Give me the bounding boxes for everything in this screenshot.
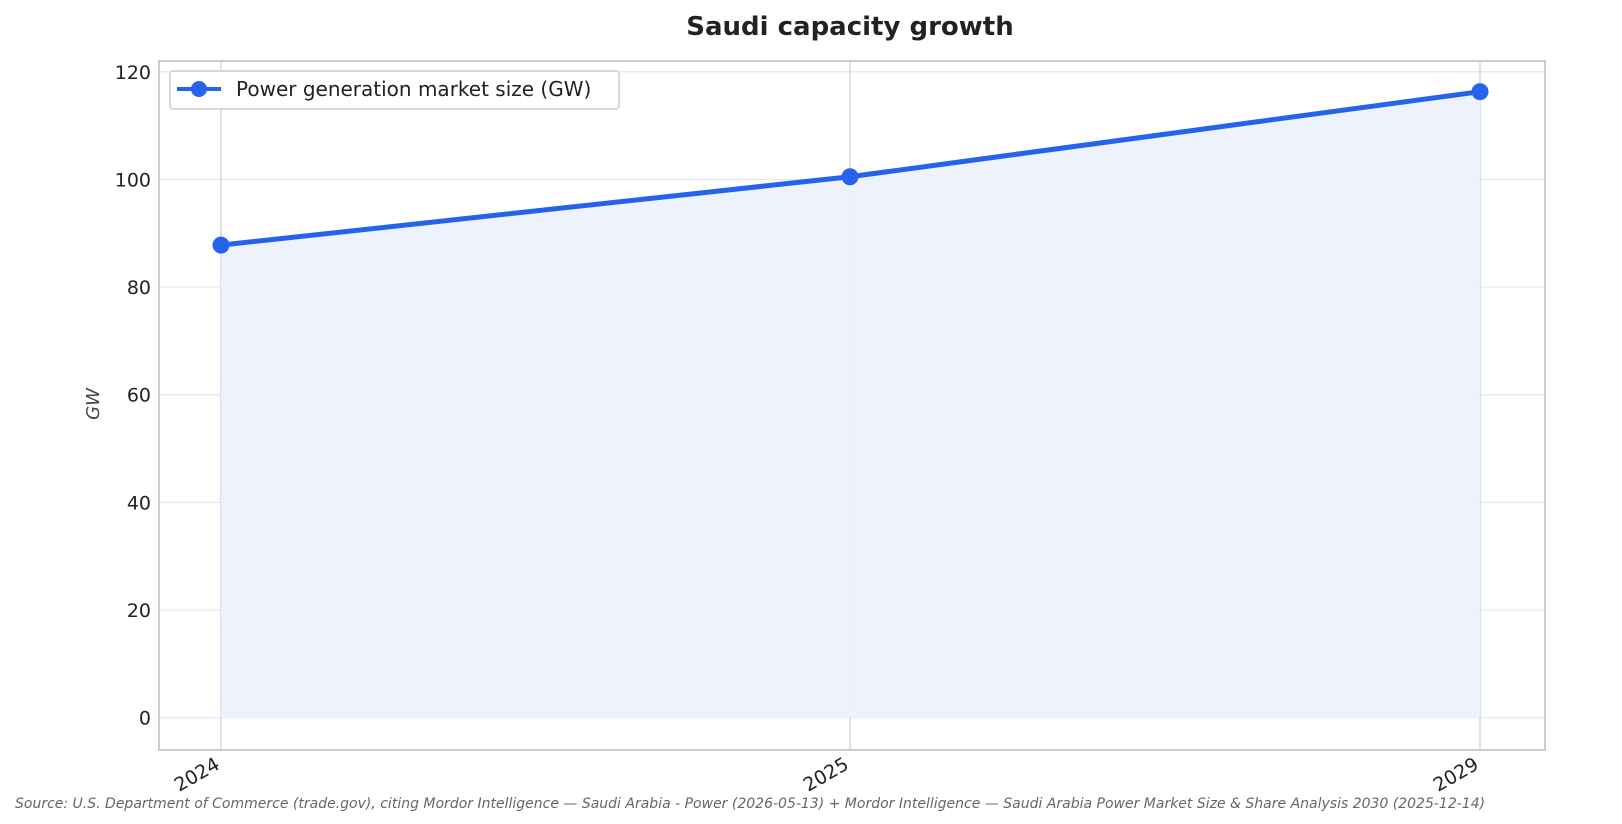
y-tick-label: 120	[115, 62, 151, 84]
legend-marker-swatch	[191, 81, 207, 97]
y-tick-label: 60	[127, 385, 151, 407]
y-tick-label: 20	[127, 600, 151, 622]
data-point-2029	[1471, 83, 1489, 101]
plot-area	[158, 60, 1546, 751]
y-tick-label: 80	[127, 277, 151, 299]
y-axis-ticks: 0 20 40 60 80 100 120	[115, 62, 151, 730]
plot-frame	[158, 60, 1546, 751]
x-axis-ticks: 2024 2025 2029	[171, 753, 1483, 796]
data-point-2025	[841, 168, 859, 186]
y-axis-label: GW	[83, 387, 104, 420]
x-tick-label: 2024	[171, 753, 224, 796]
legend-entry-label: Power generation market size (GW)	[236, 77, 591, 101]
y-tick-label: 100	[115, 169, 151, 191]
series-area-fill	[221, 91, 1480, 718]
source-note: Source: U.S. Department of Commerce (tra…	[15, 796, 1485, 812]
y-tick-label: 40	[127, 492, 151, 514]
chart-title: Saudi capacity growth	[686, 12, 1013, 42]
legend-box	[169, 70, 620, 110]
legend: Power generation market size (GW)	[169, 70, 620, 110]
x-tick-label: 2029	[1430, 753, 1483, 796]
x-tick-label: 2025	[800, 753, 853, 796]
y-tick-label: 0	[139, 708, 151, 730]
series-points	[212, 83, 1489, 254]
data-point-2024	[212, 236, 230, 254]
